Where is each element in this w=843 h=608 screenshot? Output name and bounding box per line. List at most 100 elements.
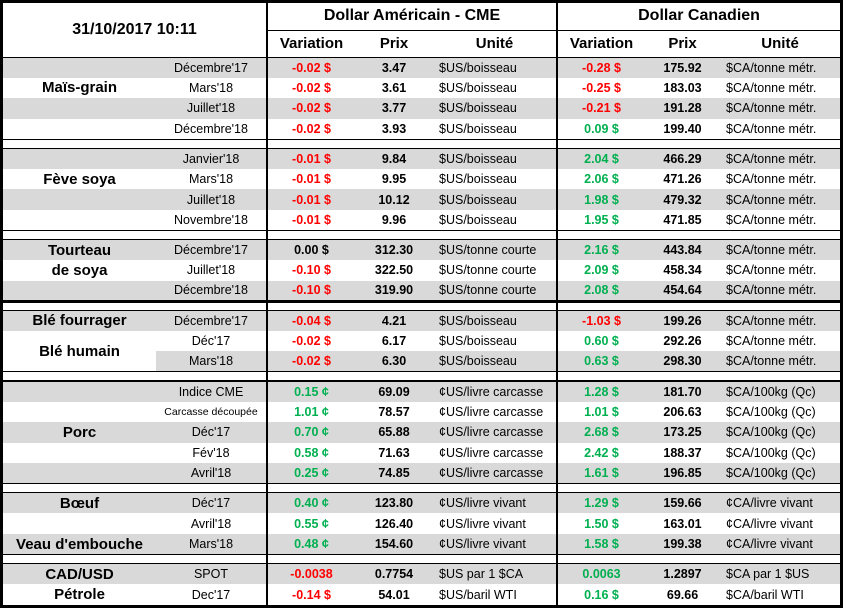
commodity-label: Blé humain — [3, 330, 156, 372]
separator-cell — [265, 483, 558, 494]
commodity-label — [3, 513, 156, 534]
us-unit: ¢US/livre carcasse — [439, 445, 544, 460]
ca-price: 159.66 — [645, 492, 721, 514]
ca-variation: 1.58 $ — [556, 533, 646, 555]
ca-variation: 2.04 $ — [556, 148, 646, 169]
ca-price: 69.66 — [666, 587, 699, 602]
ca-unit: $CA/100kg (Qc) — [726, 404, 816, 419]
table-body: Décembre'17 -0.02 $3.47 $US/boisseau -0.28 … — [3, 57, 841, 605]
contract-month: Mars'18 — [188, 172, 234, 187]
us-unit: $US/boisseau — [439, 334, 517, 349]
header-row-columns: Variation Prix Unité Variation Prix Unit… — [3, 30, 841, 58]
table-row: de soya Juillet'18 -0.10 $ 322.50 $US/tonne … — [3, 260, 840, 281]
us-unit: ¢US/livre vivant — [433, 533, 558, 555]
ca-price: 199.40 — [663, 121, 702, 136]
ca-price: 181.70 — [645, 381, 721, 402]
us-price: 4.21 — [355, 310, 433, 331]
ca-price: 206.63 — [663, 404, 702, 419]
us-price: 3.47 — [355, 57, 433, 78]
ca-unit: $CA par 1 $US — [720, 563, 841, 585]
ca-price: 196.85 — [645, 463, 721, 484]
ca-variation: 2.08 $ — [556, 280, 646, 302]
ca-unit: $CA/tonne métr. — [726, 80, 817, 95]
commodity-label: de soya — [51, 261, 108, 279]
us-dollar-group-header: Dollar Américain - CME — [267, 3, 558, 31]
contract-month: Mars'18 — [156, 533, 267, 555]
us-unit: $US/boisseau — [433, 98, 558, 119]
us-price: 71.63 — [378, 445, 410, 460]
commodity-label: CAD/USD — [3, 563, 156, 585]
ca-variation: 1.61 $ — [556, 463, 646, 484]
table-row: Porc Déc'17 0.70 ¢ 65.88 ¢US/livre carcasse 2… — [3, 422, 841, 443]
us-unit: $US/tonne courte — [433, 280, 558, 302]
us-variation: 1.01 ¢ — [266, 401, 355, 423]
us-price: 319.90 — [355, 280, 433, 302]
ca-price: 199.38 — [645, 533, 721, 555]
ca-price: 471.85 — [663, 213, 702, 227]
us-variation: -0.01 $ — [266, 168, 355, 190]
ca-price: 183.03 — [663, 80, 702, 95]
us-variation: 0.55 ¢ — [266, 513, 355, 534]
ca-price: 191.28 — [645, 98, 721, 119]
contract-month: Mars'18 — [188, 80, 234, 95]
us-price: 69.09 — [355, 381, 433, 402]
contract-month: Décembre'17 — [156, 57, 267, 78]
ca-variation: 1.28 $ — [556, 381, 646, 402]
contract-month: Déc'17 — [156, 422, 267, 443]
ca-price: 292.26 — [663, 334, 702, 349]
ca-dollar-group-header: Dollar Canadien — [556, 3, 841, 31]
ca-price: 163.01 — [663, 516, 702, 531]
table-row: CAD/USD SPOT -0.0038 0.7754 $US par 1 $CA 0.0… — [3, 563, 841, 585]
us-price: 74.85 — [355, 463, 433, 484]
us-price: 126.40 — [374, 516, 414, 531]
contract-month: Juillet'18 — [186, 263, 236, 278]
us-unit: $US/baril WTI — [439, 587, 517, 602]
ca-variation: 1.29 $ — [556, 492, 646, 514]
table-row: Mars'18 -0.02 $6.30 $US/boisseau 0.63 $298.… — [3, 351, 841, 372]
commodity-label: Tourteau — [3, 239, 156, 261]
us-price: 123.80 — [355, 492, 433, 514]
contract-month: Carcasse découpée — [164, 405, 258, 418]
ca-price: 479.32 — [645, 189, 721, 210]
ca-variation: 2.09 $ — [556, 260, 646, 281]
us-price: 3.61 — [381, 80, 407, 95]
ca-unit: $CA/tonne métr. — [726, 213, 817, 227]
commodity-label — [3, 119, 156, 140]
us-unit: $US/boisseau — [433, 351, 558, 372]
us-variation: -0.01 $ — [266, 148, 355, 169]
us-unit: $US/boisseau — [439, 121, 517, 136]
ca-unit: $CA/100kg (Qc) — [720, 381, 841, 402]
us-price: 6.30 — [355, 351, 433, 372]
us-unit: ¢US/livre carcasse — [433, 422, 558, 443]
ca-price: 298.30 — [645, 351, 721, 372]
us-price: 0.7754 — [355, 563, 433, 585]
ca-variation: -1.03 $ — [556, 310, 646, 331]
us-unit: $US/boisseau — [433, 310, 558, 331]
ca-price: 454.64 — [645, 280, 721, 302]
separator-cell — [3, 299, 267, 311]
ca-variation: 0.0063 — [556, 563, 646, 585]
contract-month: Déc'17 — [191, 334, 231, 349]
us-price: 10.12 — [355, 189, 433, 210]
commodity-label — [3, 280, 156, 302]
separator-cell — [556, 138, 841, 149]
contract-month: Dec'17 — [191, 587, 231, 602]
ca-unit: $CA/baril WTI — [726, 587, 804, 602]
contract-month: SPOT — [156, 563, 267, 585]
ca-variation: -0.25 $ — [556, 77, 646, 99]
contract-month: Décembre'18 — [174, 121, 248, 136]
separator-cell — [3, 230, 267, 241]
commodity-label: Blé fourrager — [3, 310, 156, 331]
us-price: 9.96 — [381, 213, 407, 227]
separator-cell — [556, 299, 841, 311]
us-price: 9.95 — [381, 172, 407, 187]
contract-month: Novembre'18 — [174, 213, 248, 227]
us-unit: $US/tonne courte — [439, 263, 537, 278]
contract-month: Décembre'17 — [156, 310, 267, 331]
separator-cell — [3, 371, 267, 383]
us-variation: -0.10 $ — [266, 280, 355, 302]
us-variation: -0.02 $ — [266, 330, 355, 352]
section-separator — [3, 483, 841, 494]
us-unit: $US par 1 $CA — [433, 563, 558, 585]
